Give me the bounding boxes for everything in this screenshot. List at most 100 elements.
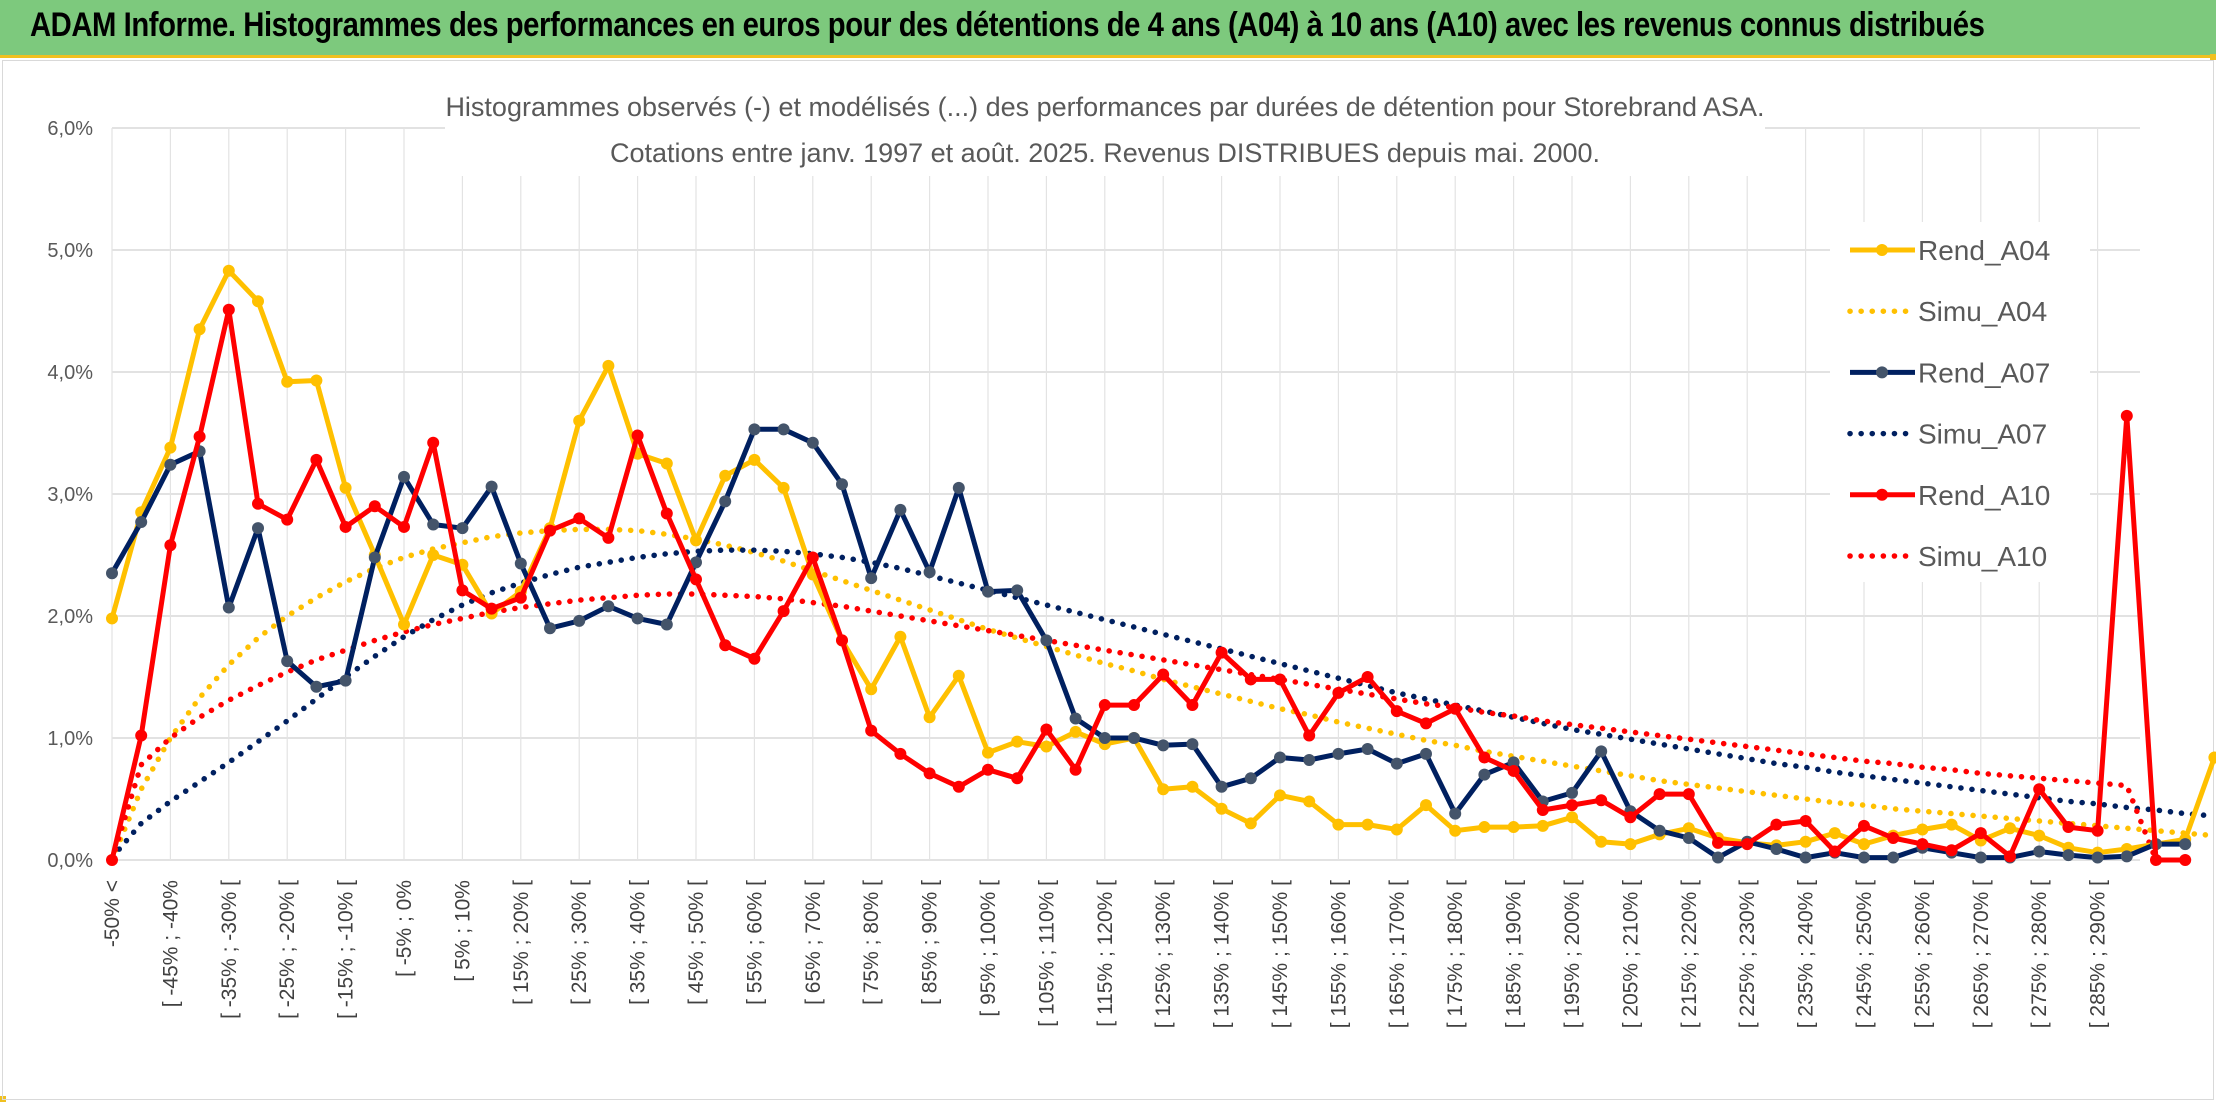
data-point: [1157, 783, 1170, 796]
chart-title-line-1: Histogrammes observés (-) et modélisés (…: [445, 92, 1764, 122]
data-point: [631, 429, 644, 442]
data-point: [368, 500, 381, 513]
data-point: [923, 566, 936, 579]
data-point: [164, 458, 177, 471]
data-point: [1303, 729, 1316, 742]
data-point: [1040, 634, 1053, 647]
x-tick-label: [ -15% ; -10% [: [335, 880, 358, 1019]
data-point: [252, 522, 264, 535]
data-point: [982, 746, 994, 759]
data-point: [1799, 814, 1812, 827]
x-tick-label: [ 125% ; 130% [: [1152, 880, 1175, 1028]
data-point: [836, 478, 848, 491]
data-point: [1332, 818, 1345, 831]
data-point: [923, 711, 936, 724]
data-point: [1507, 764, 1520, 777]
data-point: [1682, 788, 1695, 801]
data-point: [1828, 845, 1841, 858]
data-point: [2004, 850, 2016, 863]
data-point: [1449, 824, 1462, 837]
data-point: [1887, 851, 1900, 864]
data-point: [1624, 838, 1637, 851]
series-line: [109, 547, 2216, 861]
data-point: [1303, 753, 1316, 766]
data-point: [894, 630, 907, 643]
data-point: [1128, 732, 1140, 744]
data-point: [1566, 811, 1578, 824]
data-point: [485, 602, 498, 615]
data-point: [777, 423, 790, 436]
data-point: [2208, 751, 2216, 764]
chart-title-background: [445, 86, 1765, 176]
data-point: [1770, 818, 1783, 831]
data-point: [1361, 671, 1374, 683]
data-point: [1770, 843, 1783, 856]
x-tick-label: [ 185% ; 190% [: [1503, 880, 1526, 1028]
data-point: [1536, 803, 1549, 816]
data-point: [1128, 699, 1140, 712]
x-tick-label: [ 115% ; 120% [: [1094, 880, 1117, 1027]
data-point: [719, 495, 732, 508]
data-point: [1478, 821, 1491, 834]
data-point: [602, 600, 615, 613]
data-point: [1449, 702, 1462, 715]
data-point: [544, 524, 556, 537]
data-point: [1011, 584, 1024, 597]
x-tick-label: [ 55% ; 60% [: [743, 880, 766, 1005]
data-point: [952, 780, 965, 793]
data-point: [222, 303, 235, 316]
data-point: [398, 520, 410, 533]
legend-entry: Rend_A04: [1850, 235, 2050, 266]
data-point: [1157, 739, 1170, 752]
data-point: [339, 481, 352, 494]
series-line: [109, 307, 2186, 863]
legend-marker: [1876, 488, 1888, 501]
data-point: [1858, 819, 1870, 832]
data-point: [1712, 851, 1724, 864]
x-tick-label: [ 15% ; 20% [: [510, 880, 533, 1005]
data-point: [690, 534, 702, 547]
data-point: [1303, 795, 1316, 808]
data-point: [514, 557, 527, 570]
legend-entry: Simu_A07: [1847, 419, 2047, 450]
corner-accent: [2210, 54, 2216, 60]
data-point: [1507, 821, 1520, 834]
series-line: [109, 591, 2159, 863]
data-point: [690, 556, 702, 569]
data-point: [2120, 850, 2133, 863]
data-point: [1215, 802, 1228, 815]
data-point: [135, 729, 148, 742]
legend-entry: Simu_A10: [1847, 541, 2047, 572]
data-point: [1945, 818, 1958, 831]
legend-marker: [1876, 244, 1888, 256]
data-point: [1858, 838, 1870, 851]
data-point: [1274, 751, 1286, 764]
x-tick-label: [ 215% ; 220% [: [1678, 880, 1701, 1028]
data-point: [1420, 747, 1432, 760]
x-tick-label: [ 165% ; 170% [: [1386, 880, 1409, 1028]
x-tick-label: [ 195% ; 200% [: [1561, 880, 1584, 1028]
x-tick-label: [ 95% ; 100% [: [977, 880, 1000, 1017]
data-point: [310, 453, 323, 466]
data-point: [1536, 819, 1549, 832]
x-tick-label: [ -35% ; -30% [: [218, 880, 241, 1019]
y-tick-label: 5,0%: [47, 240, 93, 262]
y-tick-label: 4,0%: [47, 362, 93, 384]
data-point: [806, 436, 819, 449]
data-point: [2150, 854, 2162, 866]
data-point: [1186, 780, 1199, 793]
x-tick-label: [ 285% ; 290% [: [2087, 880, 2110, 1028]
data-point: [1595, 835, 1608, 848]
x-tick-label: -50% <: [101, 880, 124, 947]
data-point: [1449, 807, 1462, 820]
data-point: [398, 470, 410, 483]
x-tick-label: [ -5% ; 0%: [393, 880, 416, 977]
chart-area: [2, 60, 2214, 1100]
data-point: [427, 436, 440, 449]
data-point: [2033, 783, 2046, 796]
data-point: [281, 655, 294, 668]
series-Simu_A07: [109, 547, 2216, 861]
x-tick-label: [ 205% ; 210% [: [1619, 880, 1642, 1028]
data-point: [1186, 699, 1199, 712]
x-tick-label: [ 105% ; 110% [: [1035, 880, 1058, 1027]
